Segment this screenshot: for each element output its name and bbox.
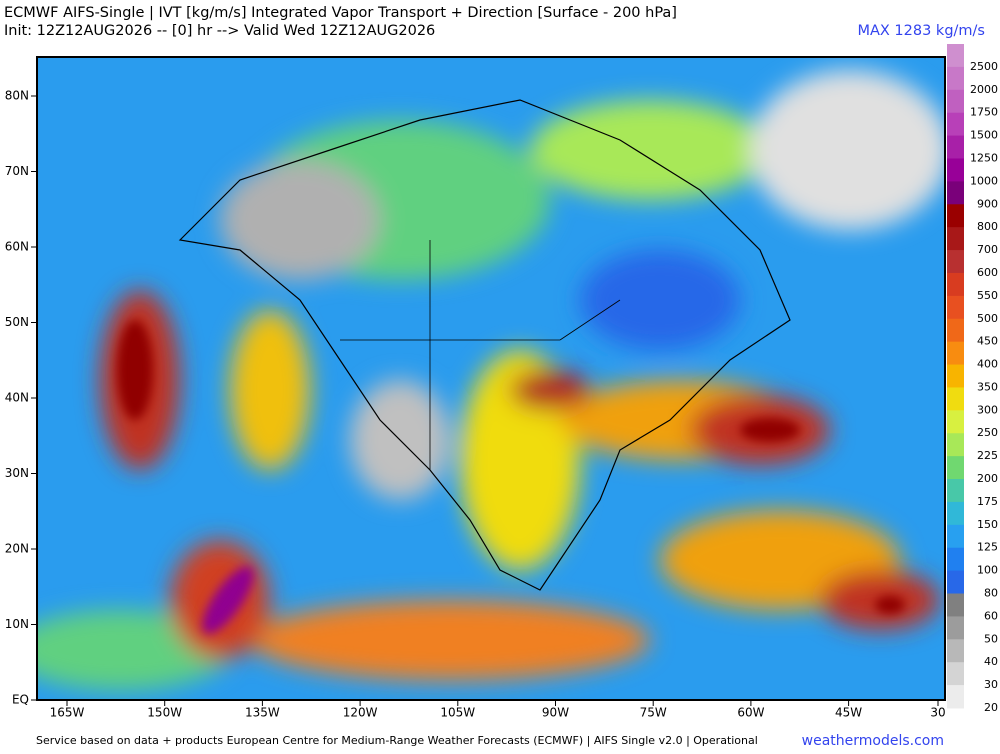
colorbar-label: 80: [984, 587, 998, 600]
colorbar-label: 150: [977, 518, 998, 531]
lat-label: EQ: [12, 693, 29, 707]
colorbar-label: 20: [984, 701, 998, 714]
lat-label: 60N: [5, 240, 29, 254]
colorbar-label: 1500: [970, 129, 998, 142]
colorbar-swatch: [947, 685, 964, 709]
colorbar-label: 450: [977, 335, 998, 348]
lon-label: 75W: [640, 706, 667, 720]
colorbar-swatch: [947, 456, 964, 480]
colorbar-label: 2500: [970, 60, 998, 73]
colorbar-swatch: [947, 135, 964, 159]
colorbar-label: 200: [977, 472, 998, 485]
colorbar-label: 800: [977, 220, 998, 233]
colorbar-label: 500: [977, 312, 998, 325]
lon-label: 135W: [245, 706, 280, 720]
colorbar-swatch: [947, 89, 964, 114]
lon-label: 45W: [835, 706, 862, 720]
colorbar-label: 2000: [970, 83, 998, 96]
colorbar-swatch: [947, 341, 964, 366]
colorbar-label: 550: [977, 289, 998, 302]
colorbar-label: 700: [977, 243, 998, 256]
lon-label: 150W: [147, 706, 182, 720]
colorbar-swatch: [947, 570, 964, 595]
colorbar-label: 350: [977, 380, 998, 393]
colorbar-swatch: [947, 66, 964, 91]
lon-label: 30: [930, 706, 945, 720]
continent-outline: [178, 99, 791, 591]
colorbar-swatch: [947, 227, 964, 251]
field-cores: [117, 320, 905, 634]
colorbar-label: 250: [977, 426, 998, 439]
lat-label: 70N: [5, 164, 29, 178]
colorbar-swatch: [947, 158, 964, 182]
colorbar-swatch: [947, 479, 964, 503]
colorbar-swatch: [947, 593, 964, 617]
lon-label: 60W: [737, 706, 764, 720]
lon-label: 120W: [343, 706, 378, 720]
colorbar-swatch: [947, 501, 964, 526]
colorbar-swatch: [947, 364, 964, 388]
lat-label: 50N: [5, 315, 29, 329]
colorbar-label: 900: [977, 197, 998, 210]
colorbar-swatch: [947, 662, 964, 686]
colorbar-swatch: [947, 318, 964, 343]
colorbar-swatch: [947, 524, 964, 549]
colorbar-swatch: [947, 639, 964, 663]
colorbar-swatch: [947, 44, 964, 68]
map-frame: [36, 56, 946, 701]
colorbar-label: 125: [977, 541, 998, 554]
lat-label: 40N: [5, 391, 29, 405]
colorbar-label: 400: [977, 358, 998, 371]
colorbar-label: 600: [977, 266, 998, 279]
colorbar-label: 60: [984, 609, 998, 622]
colorbar-label: 1750: [970, 106, 998, 119]
lon-label: 105W: [440, 706, 475, 720]
subtitle: Init: 12Z12AUG2026 -- [0] hr --> Valid W…: [4, 23, 435, 39]
colorbar-label: 100: [977, 564, 998, 577]
lat-label: 30N: [5, 466, 29, 480]
colorbar-swatch: [947, 387, 964, 411]
colorbar-swatch: [947, 295, 964, 320]
colorbar-swatch: [947, 433, 964, 457]
colorbar-label: 175: [977, 495, 998, 508]
lon-label: 165W: [50, 706, 85, 720]
colorbar-swatch: [947, 250, 964, 274]
colorbar-label: 50: [984, 632, 998, 645]
colorbar-swatch: [947, 272, 964, 297]
colorbar: 2500 2000 1750 1500 1250 1000 900 800 700 600 550 5…: [947, 44, 998, 714]
colorbar-label: 1000: [970, 174, 998, 187]
footer-credit: Service based on data + products Europea…: [36, 734, 758, 747]
colorbar-swatch: [947, 204, 964, 228]
colorbar-swatch: [947, 616, 964, 640]
lat-label: 80N: [5, 89, 29, 103]
field-blobs: [37, 70, 945, 690]
colorbar-label: 225: [977, 449, 998, 462]
border-lines: [340, 240, 621, 470]
colorbar-label: 30: [984, 678, 998, 691]
axes: 80N 70N 60N 50N 40N 30N 20N 10N EQ 165W 150W 135W 12…: [5, 89, 946, 720]
lat-label: 20N: [5, 542, 29, 556]
colorbar-swatch: [947, 547, 964, 572]
colorbar-label: 1250: [970, 151, 998, 164]
max-label: MAX 1283 kg/m/s: [857, 23, 985, 39]
colorbar-swatch: [947, 410, 964, 434]
lon-label: 90W: [542, 706, 569, 720]
lat-label: 10N: [5, 617, 29, 631]
colorbar-label: 300: [977, 403, 998, 416]
colorbar-swatch: [947, 112, 964, 137]
colorbar-label: 40: [984, 655, 998, 668]
colorbar-swatch: [947, 181, 964, 205]
footer-site: weathermodels.com: [802, 733, 944, 749]
map-field: [37, 57, 945, 700]
title: ECMWF AIFS-Single | IVT [kg/m/s] Integra…: [4, 5, 677, 21]
